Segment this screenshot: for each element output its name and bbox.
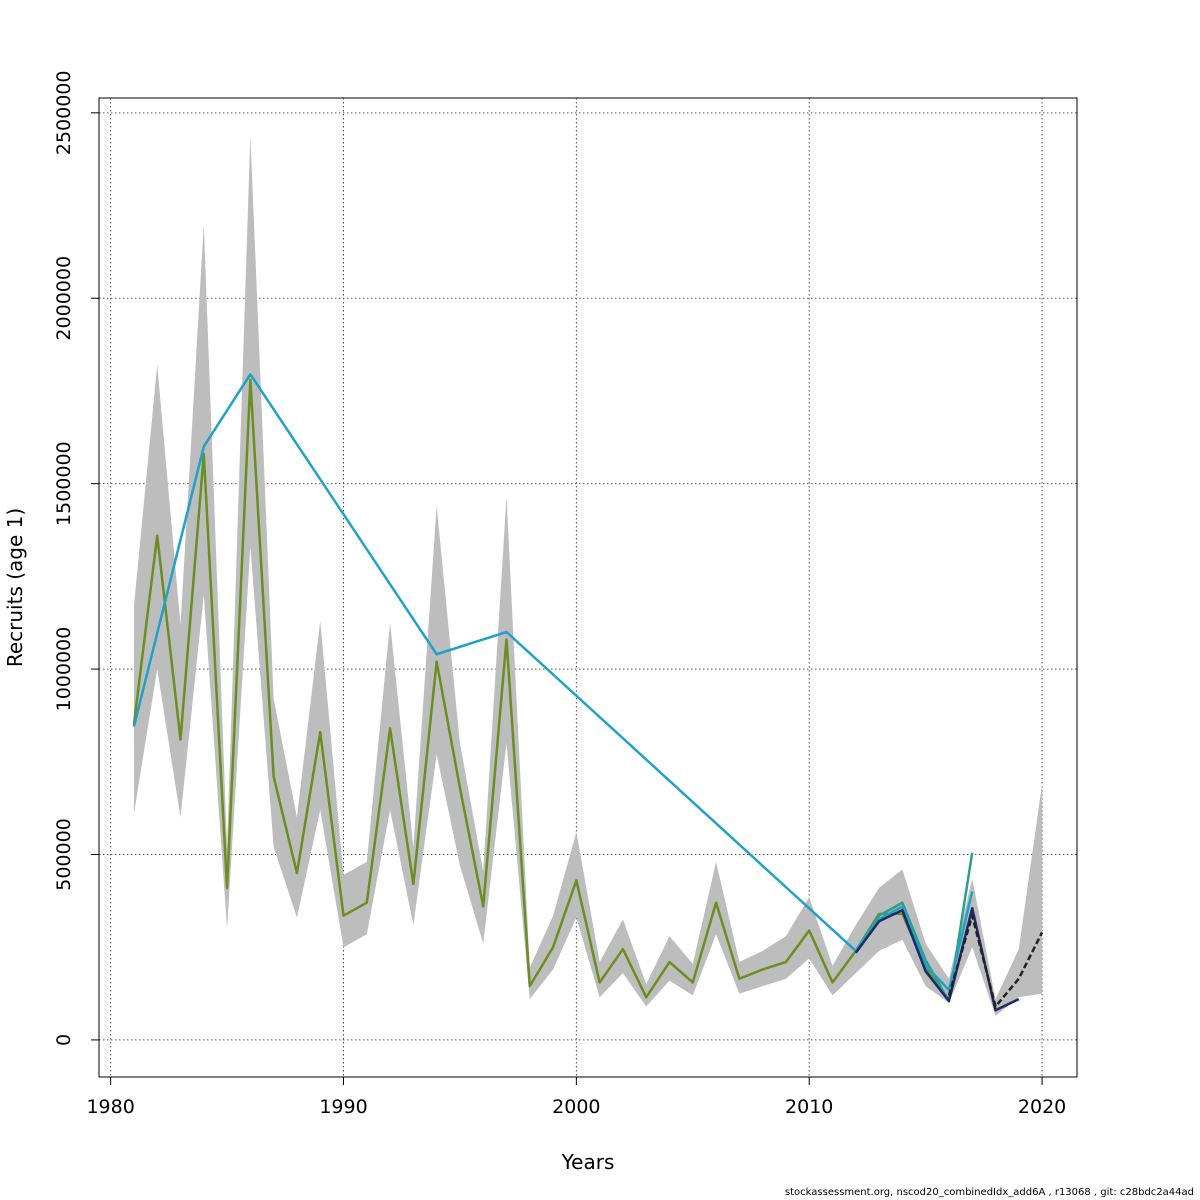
y-tick-label: 0: [53, 1034, 75, 1046]
series-line: [947, 914, 1044, 1008]
y-tick-label: 500000: [53, 818, 75, 891]
footer-credit: stockassessment.org, nscod20_combinedIdx…: [784, 1187, 1194, 1198]
y-tick-label: 2500000: [53, 71, 75, 156]
x-tick-label: 1980: [86, 1096, 134, 1118]
x-tick-label: 1990: [319, 1096, 367, 1118]
series-lines: [132, 373, 1044, 1012]
confidence-band-area: [133, 135, 1043, 1016]
confidence-band: [133, 135, 1043, 1016]
axes: 1980 1990 2000 2010 2020 0 500000 1000000 150000…: [53, 71, 1066, 1118]
y-tick-label: 2000000: [53, 256, 75, 341]
grid: [99, 98, 1077, 1077]
y-tick-label: 1500000: [53, 441, 75, 526]
x-axis-title: Years: [561, 1150, 615, 1174]
y-tick-label: 1000000: [53, 627, 75, 712]
x-tick-label: 2010: [785, 1096, 833, 1118]
x-tick-label: 2020: [1018, 1096, 1066, 1118]
x-tick-label: 2000: [552, 1096, 600, 1118]
y-axis-title: Recruits (age 1): [3, 508, 27, 667]
plot-frame: [98, 97, 1078, 1078]
series-line: [132, 378, 950, 1002]
